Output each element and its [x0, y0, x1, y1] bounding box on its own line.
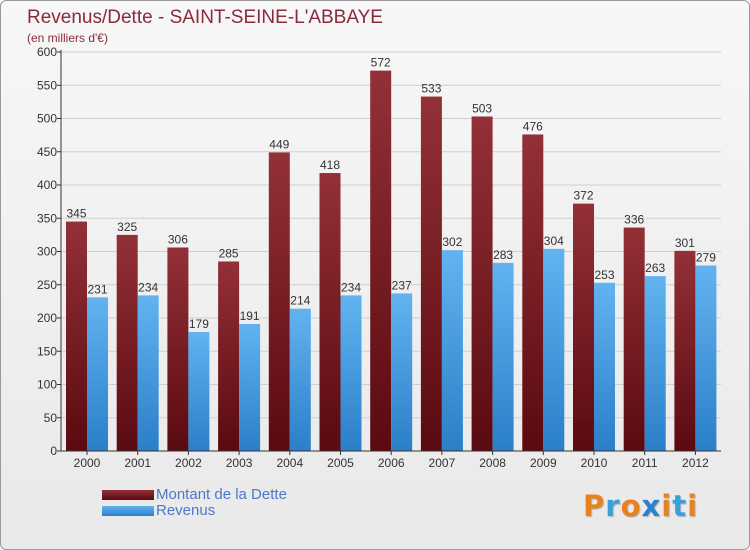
data-label-revenus: 253 — [594, 268, 614, 282]
logo-letter: x — [641, 489, 662, 523]
y-tick-label: 600 — [37, 45, 57, 59]
data-label-dette: 372 — [573, 189, 593, 203]
y-tick-label: 300 — [37, 245, 57, 259]
data-label-dette: 325 — [117, 220, 137, 234]
legend-swatch-dette — [102, 490, 154, 500]
y-tick-label: 550 — [37, 78, 57, 92]
logo-letter: P — [583, 489, 606, 523]
bar-revenus — [289, 308, 311, 451]
data-label-dette: 503 — [472, 102, 492, 116]
logo-letter: i — [661, 489, 673, 523]
data-label-revenus: 304 — [544, 234, 564, 248]
y-tick-label: 150 — [37, 344, 57, 358]
data-label-dette: 336 — [624, 213, 644, 227]
bar-dette — [674, 250, 696, 451]
data-label-dette: 418 — [320, 158, 340, 172]
x-tick-label: 2005 — [327, 456, 354, 470]
bar-dette — [573, 203, 594, 451]
x-tick-label: 2009 — [530, 456, 557, 470]
bar-dette — [522, 134, 544, 451]
data-label-revenus: 179 — [189, 317, 209, 331]
data-labels: 345 231 325 234 306 179 285 191 449 214 418 234 572 2… — [66, 56, 716, 331]
bar-dette — [116, 234, 138, 451]
data-label-revenus: 234 — [138, 280, 158, 294]
bar-revenus — [644, 276, 666, 451]
data-label-dette: 345 — [66, 207, 86, 221]
bar-dette — [167, 247, 189, 451]
data-label-revenus: 234 — [341, 280, 361, 294]
bar-dette — [319, 173, 341, 451]
data-label-dette: 449 — [269, 137, 289, 151]
y-tick-label: 50 — [44, 411, 58, 425]
x-axis-ticks: 2000 2001 2002 2003 2004 2005 2006 2007 2008 2009… — [74, 451, 709, 470]
x-tick-label: 2006 — [378, 456, 405, 470]
x-tick-label: 2007 — [429, 456, 456, 470]
bar-dette — [268, 152, 290, 452]
bar-dette — [471, 116, 493, 451]
x-tick-label: 2004 — [276, 456, 303, 470]
bar-dette — [370, 70, 392, 452]
data-label-dette: 533 — [421, 82, 441, 96]
y-tick-label: 400 — [37, 178, 57, 192]
bar-revenus — [492, 262, 514, 451]
legend-label-dette: Montant de la Dette — [156, 486, 287, 503]
bar-revenus — [137, 295, 159, 451]
bar-dette — [623, 227, 645, 451]
bar-revenus — [391, 293, 413, 451]
chart-subtitle: (en milliers d'€) — [27, 31, 108, 45]
x-tick-label: 2011 — [632, 456, 658, 470]
y-axis-ticks: 0 50 100 150 200 250 300 350 400 450 500 550 600 — [37, 45, 61, 458]
y-tick-label: 250 — [37, 278, 57, 292]
y-tick-label: 0 — [50, 444, 57, 458]
proxiti-logo: Proxiti — [583, 489, 698, 523]
bar-revenus — [340, 295, 362, 451]
chart-title: Revenus/Dette - SAINT-SEINE-L'ABBAYE — [27, 7, 383, 28]
x-tick-label: 2002 — [175, 456, 202, 470]
data-label-revenus: 302 — [442, 235, 462, 249]
data-label-dette: 301 — [675, 236, 695, 250]
data-label-dette: 476 — [523, 119, 543, 133]
bar-revenus — [543, 248, 565, 451]
bar-revenus — [695, 265, 717, 451]
y-tick-label: 100 — [37, 378, 57, 392]
y-tick-label: 450 — [37, 145, 57, 159]
x-tick-label: 2001 — [124, 456, 151, 470]
data-label-revenus: 231 — [87, 282, 107, 296]
bar-dette — [66, 221, 87, 451]
bar-revenus — [188, 331, 210, 451]
legend-label-revenus: Revenus — [156, 502, 216, 519]
bar-dette — [420, 96, 442, 452]
x-tick-label: 2012 — [682, 456, 709, 470]
data-label-revenus: 214 — [290, 294, 310, 308]
logo-letter: i — [687, 489, 699, 523]
bar-revenus — [87, 297, 108, 451]
data-label-revenus: 237 — [392, 278, 412, 292]
legend-swatch-revenus — [102, 506, 154, 516]
x-tick-label: 2010 — [581, 456, 608, 470]
x-tick-label: 2008 — [479, 456, 506, 470]
logo-letter: r — [605, 489, 621, 523]
data-label-revenus: 283 — [493, 248, 513, 262]
logo-letter: t — [672, 489, 688, 523]
bar-revenus — [239, 323, 261, 451]
bar-revenus — [594, 282, 615, 451]
y-tick-label: 350 — [37, 211, 57, 225]
x-tick-label: 2003 — [226, 456, 253, 470]
data-label-dette: 285 — [219, 246, 239, 260]
data-label-revenus: 263 — [645, 261, 665, 275]
data-label-revenus: 279 — [696, 250, 716, 264]
bar-dette — [218, 261, 240, 451]
data-label-dette: 572 — [371, 56, 391, 70]
bars — [66, 70, 717, 452]
logo-letter: o — [620, 489, 642, 523]
y-tick-label: 200 — [37, 311, 57, 325]
y-tick-label: 500 — [37, 112, 57, 126]
data-label-revenus: 191 — [240, 309, 260, 323]
data-label-dette: 306 — [168, 233, 188, 247]
bar-revenus — [441, 250, 463, 451]
x-tick-label: 2000 — [74, 456, 101, 470]
